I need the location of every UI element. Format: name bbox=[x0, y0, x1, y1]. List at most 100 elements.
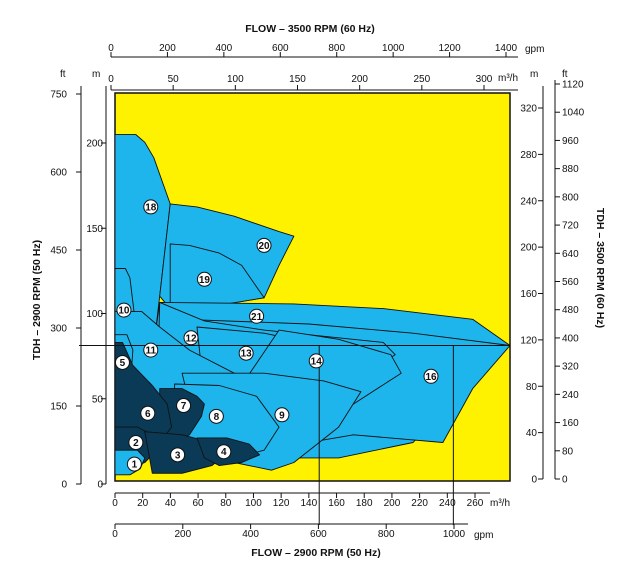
top-m3h-axis-tick-label: 150 bbox=[289, 74, 306, 85]
zone-label: 14 bbox=[311, 356, 323, 367]
top-gpm-axis-tick-label: 1400 bbox=[495, 43, 518, 54]
zone-label-badge bbox=[143, 342, 159, 358]
right-m-axis-tick-label: 280 bbox=[520, 150, 537, 161]
zone-labels: 18 10 20 19 21 16 12 13 14 11 9 8 5 7 6 2 3 4 1 bbox=[114, 199, 439, 472]
zone-label: 6 bbox=[145, 409, 151, 420]
right-ft-axis-tick-label: 80 bbox=[562, 446, 574, 457]
right-ft-unit: ft bbox=[562, 69, 568, 80]
zone-label-badge bbox=[208, 408, 224, 424]
left-m-unit: m bbox=[92, 69, 100, 80]
zone-label-badge bbox=[183, 330, 199, 346]
zone-label: 7 bbox=[181, 401, 187, 412]
right-m-unit: m bbox=[530, 69, 538, 80]
zone-label-badge bbox=[238, 345, 254, 361]
right-axis-title: TDH – 3500 RPM (60 Hz) bbox=[594, 208, 606, 328]
bottom-m3h-axis-tick-label: 40 bbox=[165, 498, 177, 509]
zone-label-badge bbox=[176, 398, 192, 414]
zone-label-badge bbox=[170, 447, 186, 463]
zone-label: 12 bbox=[185, 333, 197, 344]
bottom-gpm-axis-tick-label: 0 bbox=[112, 529, 118, 540]
top-gpm-axis-tick-label: 400 bbox=[216, 43, 233, 54]
bottom-primary-unit: m³/h bbox=[490, 498, 510, 509]
right-ft-axis-tick-label: 480 bbox=[562, 305, 579, 316]
bottom-m3h-axis-tick-label: 260 bbox=[467, 498, 484, 509]
bottom-gpm-axis-tick-label: 400 bbox=[242, 529, 259, 540]
left-m-axis-tick-label: 150 bbox=[86, 224, 103, 235]
zone-label-badge bbox=[216, 444, 232, 460]
right-m-axis-tick-label: 0 bbox=[531, 475, 537, 486]
zone-label: 13 bbox=[241, 349, 253, 360]
bottom-m3h-axis-tick-label: 240 bbox=[439, 498, 456, 509]
right-ft-axis-tick-label: 800 bbox=[562, 192, 579, 203]
top-gpm-axis-tick-label: 800 bbox=[328, 43, 345, 54]
zone-label-badge bbox=[256, 237, 272, 253]
zone-label-badge bbox=[140, 405, 156, 421]
right-ft-axis-tick-label: 960 bbox=[562, 136, 579, 147]
right-ft-axis-tick-label: 400 bbox=[562, 333, 579, 344]
coverage-zones bbox=[114, 134, 511, 476]
right-m-axis-tick-label: 240 bbox=[520, 196, 537, 207]
left-ft-axis-tick-label: 600 bbox=[50, 168, 67, 179]
left-ft-unit: ft bbox=[60, 69, 66, 80]
bottom-m3h-axis-tick-label: 0 bbox=[112, 498, 118, 509]
left-m-axis-tick-label: 100 bbox=[86, 309, 103, 320]
zone-label: 3 bbox=[175, 450, 181, 461]
right-ft-axis-tick-label: 880 bbox=[562, 164, 579, 175]
top-gpm-axis-tick-label: 600 bbox=[272, 43, 289, 54]
bottom-m3h-axis-tick-label: 220 bbox=[411, 498, 428, 509]
zone-label-badge bbox=[143, 199, 159, 215]
bottom-m3h-axis-tick-label: 60 bbox=[193, 498, 205, 509]
top-m3h-axis-tick-label: 100 bbox=[227, 74, 244, 85]
right-ft-axis-tick-label: 560 bbox=[562, 277, 579, 288]
right-m-axis-tick-label: 80 bbox=[526, 382, 538, 393]
zone-label: 19 bbox=[199, 275, 211, 286]
bottom-gpm-axis-tick-label: 800 bbox=[378, 529, 395, 540]
right-ft-axis-tick-label: 160 bbox=[562, 418, 579, 429]
bottom-m3h-axis-tick-label: 20 bbox=[137, 498, 149, 509]
bottom-m3h-axis-tick-label: 140 bbox=[301, 498, 318, 509]
right-m-axis-tick-label: 320 bbox=[520, 104, 537, 115]
zone-label: 11 bbox=[145, 346, 156, 357]
left-ft-axis-tick-label: 450 bbox=[50, 246, 67, 257]
bottom-gpm-axis-tick-label: 200 bbox=[174, 529, 191, 540]
right-ft-axis-tick-label: 720 bbox=[562, 221, 579, 232]
top-gpm-axis-tick-label: 200 bbox=[159, 43, 176, 54]
bottom-m3h-axis-tick-label: 180 bbox=[356, 498, 373, 509]
zone-label: 4 bbox=[221, 447, 227, 458]
right-ft-axis-tick-label: 240 bbox=[562, 390, 579, 401]
bottom-m3h-axis-tick-label: 200 bbox=[384, 498, 401, 509]
zone-label-badge bbox=[308, 353, 324, 369]
top-m3h-axis-tick-label: 0 bbox=[108, 74, 114, 85]
bottom-m3h-axis-tick-label: 160 bbox=[328, 498, 345, 509]
top-gpm-axis-tick-label: 0 bbox=[108, 43, 114, 54]
left-ft-axis-tick-label: 150 bbox=[50, 402, 67, 413]
zone-label: 5 bbox=[120, 358, 126, 369]
right-ft-axis-tick-label: 640 bbox=[562, 249, 579, 260]
zone-label: 8 bbox=[214, 412, 220, 423]
right-ft-axis-tick-label: 1120 bbox=[562, 80, 584, 91]
zone-label-badge bbox=[116, 302, 132, 318]
zone-label: 20 bbox=[258, 241, 270, 252]
top-primary-unit: gpm bbox=[525, 44, 544, 55]
right-m-axis-tick-label: 40 bbox=[526, 428, 538, 439]
left-m-axis-tick-label: 50 bbox=[92, 394, 104, 405]
zone-label-badge bbox=[126, 456, 142, 472]
right-ft-axis-tick-label: 1040 bbox=[562, 108, 585, 119]
top-axis-title: FLOW – 3500 RPM (60 Hz) bbox=[245, 23, 375, 35]
top-m3h-axis-tick-label: 250 bbox=[413, 74, 430, 85]
top-secondary-unit: m³/h bbox=[498, 73, 518, 84]
bottom-axis-title: FLOW – 2900 RPM (50 Hz) bbox=[251, 547, 381, 559]
zone-label: 16 bbox=[425, 372, 437, 383]
top-m3h-axis-tick-label: 50 bbox=[168, 74, 180, 85]
top-m3h-axis-tick-label: 300 bbox=[476, 74, 493, 85]
left-m-axis-tick-label: 0 bbox=[97, 480, 103, 491]
axes bbox=[76, 52, 560, 529]
zone-label-badge bbox=[249, 308, 265, 324]
right-m-axis-tick-label: 200 bbox=[520, 243, 537, 254]
bottom-m3h-axis-tick-label: 120 bbox=[273, 498, 290, 509]
zone-label: 18 bbox=[145, 202, 157, 213]
right-ft-axis-tick-label: 0 bbox=[562, 475, 568, 486]
zone-label: 21 bbox=[251, 312, 263, 323]
top-m3h-axis-tick-label: 200 bbox=[351, 74, 368, 85]
